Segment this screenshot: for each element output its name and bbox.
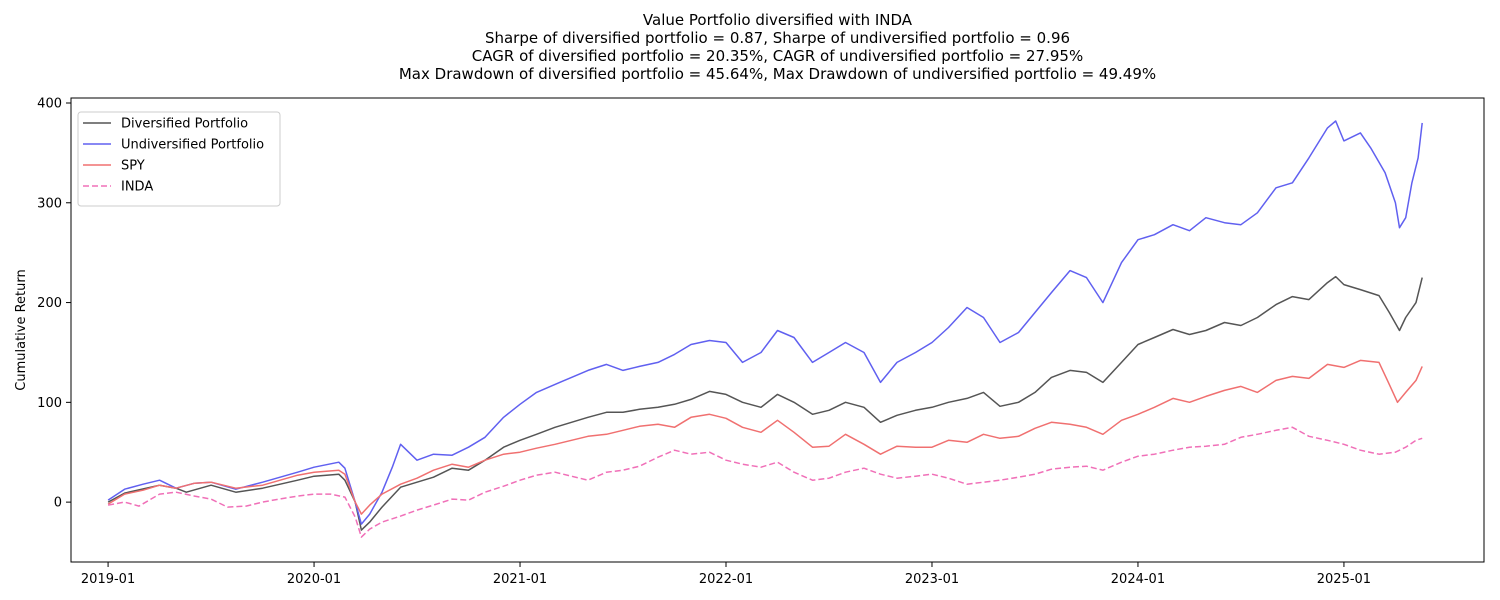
y-tick-label: 100 [37, 396, 62, 411]
series-line-spy [107, 359, 1423, 515]
chart-title: Value Portfolio diversified with INDA [642, 11, 913, 29]
x-tick-label: 2025-01 [1317, 572, 1371, 587]
chart-subtitle-cagr: CAGR of diversified portfolio = 20.35%, … [471, 47, 1084, 65]
legend-box [77, 111, 281, 207]
y-tick-label: 200 [37, 296, 62, 311]
legend-label: Undiversified Portfolio [121, 138, 264, 153]
x-tick-label: 2019-01 [81, 572, 135, 587]
y-tick-label: 300 [37, 196, 62, 211]
legend-label: SPY [121, 159, 145, 174]
series-layer [107, 120, 1423, 538]
legend-label: INDA [121, 180, 153, 195]
chart-subtitle-drawdown: Max Drawdown of diversified portfolio = … [398, 65, 1157, 83]
x-axis: 2019-01 2020-01 2021-01 2022-01 2023-01 2024-… [81, 562, 1371, 587]
axes-frame [70, 97, 1485, 563]
x-tick-label: 2024-01 [1111, 572, 1165, 587]
legend: Diversified Portfolio Undiversified Portf… [77, 111, 281, 207]
chart-subtitle-sharpe: Sharpe of diversified portfolio = 0.87, … [484, 29, 1071, 47]
y-axis-label: Cumulative Return [14, 269, 29, 390]
x-tick-label: 2021-01 [493, 572, 547, 587]
x-tick-label: 2020-01 [287, 572, 341, 587]
legend-label: Diversified Portfolio [121, 117, 248, 132]
x-tick-label: 2022-01 [699, 572, 753, 587]
y-tick-label: 400 [37, 96, 62, 111]
series-line-diversified-portfolio [107, 275, 1423, 531]
y-axis: 0 100 200 300 400 [37, 96, 71, 511]
series-line-inda [107, 426, 1423, 538]
y-tick-label: 0 [54, 496, 62, 511]
x-tick-label: 2023-01 [905, 572, 959, 587]
series-line-undiversified-portfolio [107, 120, 1423, 525]
